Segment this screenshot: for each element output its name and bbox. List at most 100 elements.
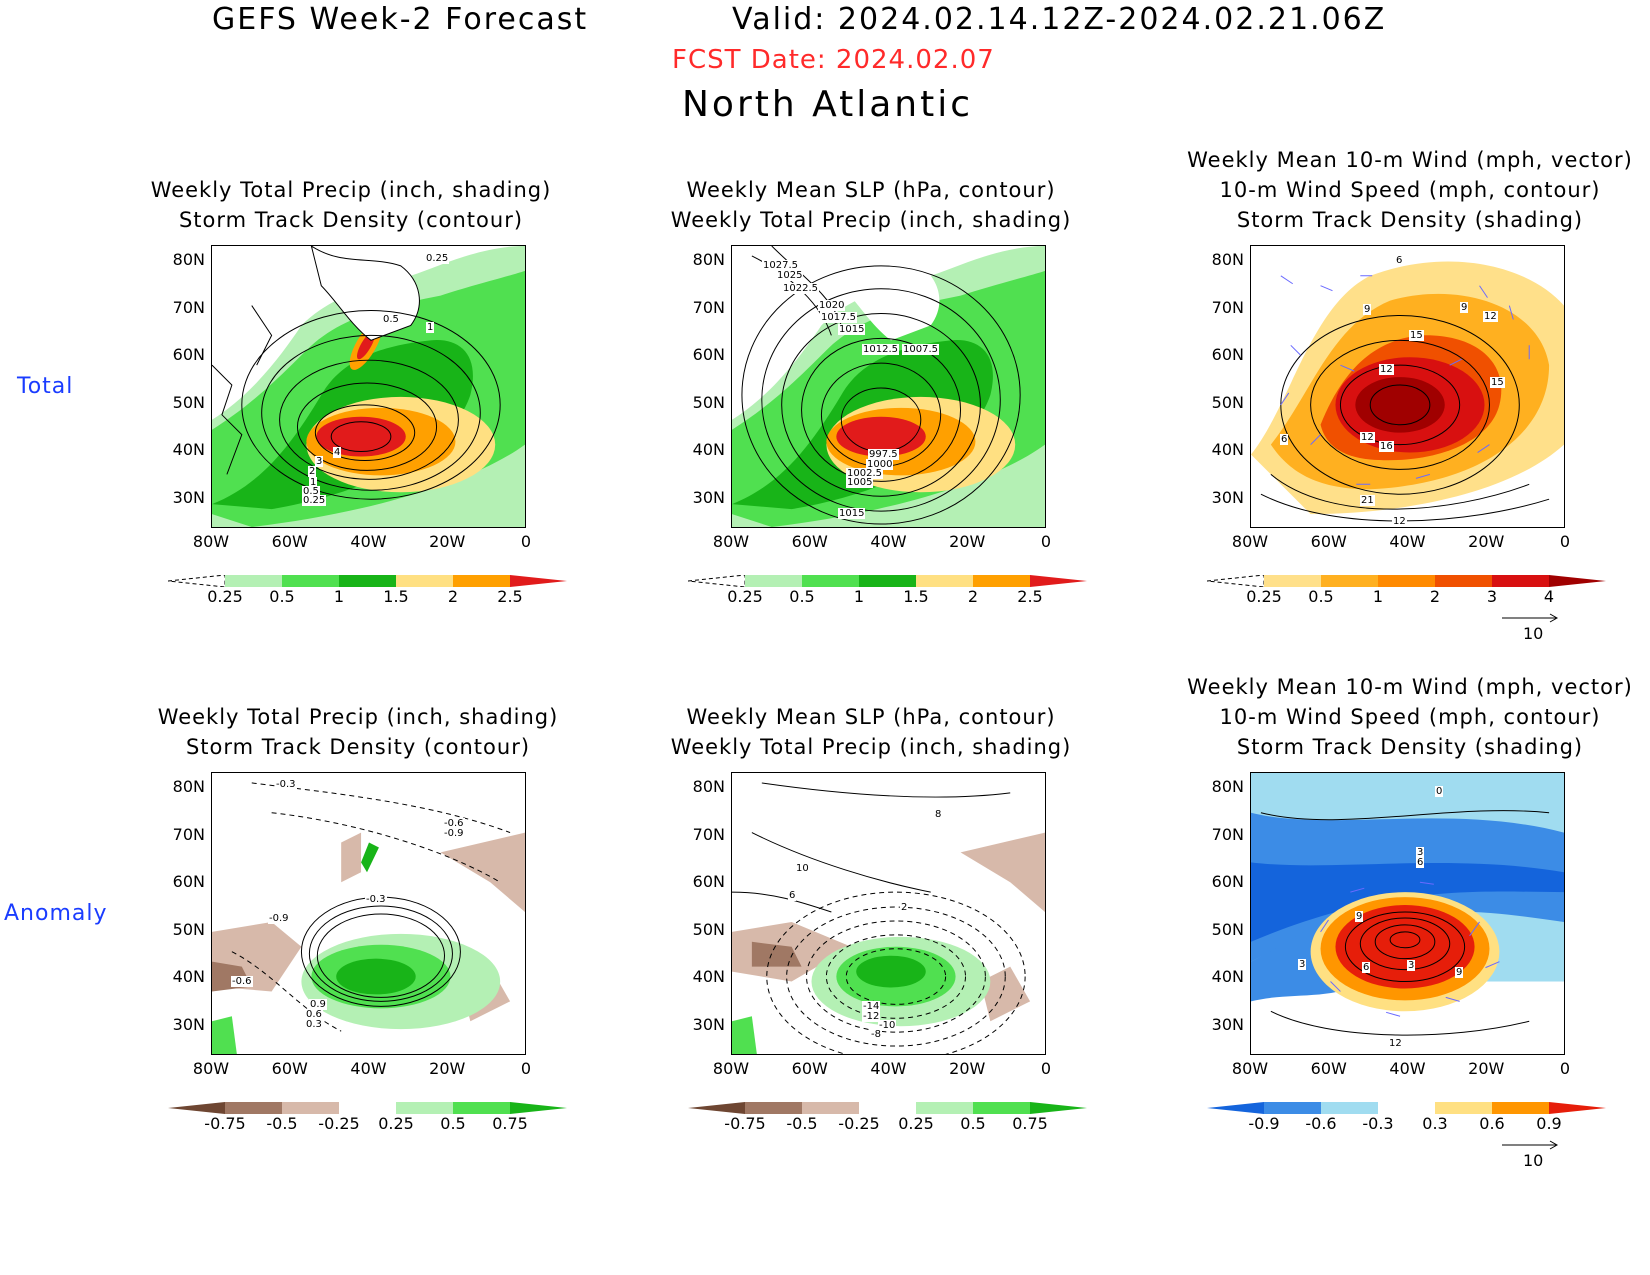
lat-tick-label: 60N [172, 872, 205, 891]
contour-label: -0.3 [275, 779, 297, 790]
colorbar-label: -0.5 [266, 1114, 298, 1133]
contour-label: -8 [870, 1029, 882, 1040]
colorbar-label: 1 [853, 587, 865, 606]
colorbar-end [168, 575, 226, 587]
colorbar-swatches [168, 575, 567, 587]
colorbar-label: 0.5 [440, 1114, 466, 1133]
contour-label: 1007.5 [902, 344, 939, 355]
lat-tick-label: 60N [172, 345, 205, 364]
colorbar-segment [1264, 575, 1321, 587]
colorbar-label: 2 [967, 587, 979, 606]
panel-title-wind-total: Weekly Mean 10-m Wind (mph, vector) 10-m … [1185, 145, 1635, 235]
lat-tick-label: 30N [172, 487, 205, 507]
colorbar-label: -0.9 [1248, 1114, 1280, 1133]
valid-period: Valid: 2024.02.14.12Z-2024.02.21.06Z [732, 2, 1387, 37]
colorbar-label: 3 [1486, 587, 1498, 606]
map-precip-anom [211, 772, 526, 1055]
lon-tick-label: 60W [791, 532, 828, 551]
colorbar-end [510, 1102, 567, 1114]
lon-tick-label: 80W [712, 1059, 750, 1078]
contour-label: 0.5 [382, 314, 400, 325]
contour-label: 0.25 [425, 253, 450, 264]
contour-label: 9 [1455, 967, 1464, 978]
colorbar-end [1030, 1102, 1087, 1114]
colorbar-segment [745, 575, 802, 587]
contour-label: 15 [1490, 377, 1505, 388]
title-line: Weekly Total Precip (inch, shading) [157, 705, 559, 729]
contour-label: 1017.5 [820, 312, 857, 323]
colorbar-label: -0.75 [204, 1114, 246, 1133]
lat-tick-label: 70N [692, 297, 725, 317]
colorbar-label: -0.5 [786, 1114, 818, 1133]
title-line: Storm Track Density (contour) [178, 208, 524, 232]
colorbar-segment [802, 575, 859, 587]
lat-tick-label: 70N [692, 824, 725, 844]
contour-label: 3 [1407, 960, 1416, 971]
colorbar-label: 1 [1372, 587, 1384, 606]
colorbar-end [688, 1102, 745, 1114]
contour-label: 9 [1363, 304, 1372, 315]
lon-tick-label: 40W [870, 1059, 907, 1078]
lat-tick-label: 80N [692, 250, 725, 269]
colorbar-end [1207, 1102, 1264, 1114]
contour-label: 12 [1392, 516, 1407, 527]
colorbar-label: 0.5 [1308, 587, 1334, 606]
lon-tick-label: 40W [1389, 532, 1426, 551]
colorbar-end [168, 1102, 225, 1114]
colorbar-segment [745, 1102, 802, 1114]
lon-tick-label: 20W [949, 532, 986, 551]
lon-tick-label: 0 [1559, 532, 1571, 551]
lon-tick-label: 20W [1468, 532, 1505, 551]
colorbar-label: -0.3 [1362, 1114, 1394, 1133]
contour-label: 6 [788, 890, 797, 901]
colorbar-segment [1321, 575, 1378, 587]
contour-label: -10 [878, 1020, 897, 1031]
colorbar-end [688, 575, 746, 587]
contour-label: 8 [934, 809, 943, 820]
title-line: Storm Track Density (shading) [1236, 735, 1584, 759]
lat-tick-label: 70N [172, 824, 205, 844]
lon-tick-label: 60W [271, 1059, 308, 1078]
colorbar-segment [859, 575, 916, 587]
colorbar-segment [396, 1102, 453, 1114]
title-line: Weekly Total Precip (inch, shading) [670, 735, 1072, 759]
colorbar-label: 1.5 [383, 587, 409, 606]
lat-tick-label: 50N [692, 919, 725, 939]
lon-tick-label: 20W [429, 1059, 466, 1078]
colorbar-segment [1378, 575, 1435, 587]
lat-tick-label: 60N [692, 345, 725, 364]
contour-label: 1015 [838, 324, 866, 335]
contour-label: 9 [1355, 911, 1364, 922]
colorbar-label: 2 [1429, 587, 1441, 606]
lat-tick-label: 30N [692, 1014, 725, 1034]
lat-tick-label: 80N [172, 250, 205, 269]
colorbar-label: 0.25 [727, 587, 763, 606]
colorbar-swatches [1207, 575, 1606, 587]
lon-tick-label: 20W [429, 532, 466, 551]
colorbar-label: 0.25 [378, 1114, 414, 1133]
colorbar-end [1549, 575, 1606, 587]
lat-tick-label: 40N [1211, 440, 1244, 459]
colorbar-label: 4 [1543, 587, 1555, 606]
colorbar-segment [802, 1102, 859, 1114]
contour-label: 0.9 [309, 999, 327, 1010]
title-line: Weekly Mean SLP (hPa, contour) [686, 178, 1056, 202]
colorbar-swatches [688, 575, 1087, 587]
lat-tick-label: 50N [172, 392, 205, 412]
colorbar-label: 2.5 [1017, 587, 1043, 606]
colorbar-segment [282, 1102, 339, 1114]
vector-ref-label: 10 [1523, 1151, 1544, 1170]
contour-label: 1005 [846, 477, 874, 488]
lon-tick-label: 20W [949, 1059, 986, 1078]
panel-title-precip-total: Weekly Total Precip (inch, shading) Storm… [131, 175, 571, 235]
row-label-anomaly: Anomaly [4, 901, 108, 926]
lat-tick-label: 60N [1211, 872, 1244, 891]
lat-tick-label: 40N [692, 967, 725, 986]
colorbar-label: 0.5 [789, 587, 815, 606]
lon-tick-label: 0 [1559, 1059, 1571, 1078]
lat-tick-label: 70N [1211, 297, 1244, 317]
contour-label: 1025 [776, 270, 804, 281]
lat-tick-label: 80N [172, 777, 205, 796]
lat-tick-label: 70N [1211, 824, 1244, 844]
colorbar-label: -0.25 [838, 1114, 880, 1133]
